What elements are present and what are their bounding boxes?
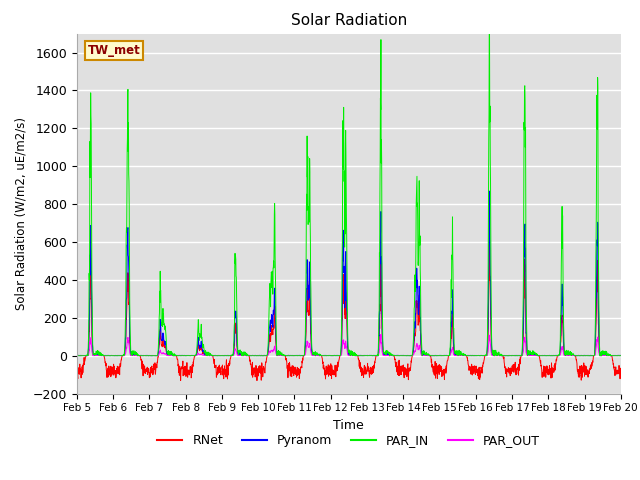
Line: PAR_IN: PAR_IN xyxy=(77,21,621,356)
Pyranom xyxy=(73,353,81,359)
Pyranom xyxy=(376,234,384,240)
X-axis label: Time: Time xyxy=(333,419,364,432)
Legend: RNet, Pyranom, PAR_IN, PAR_OUT: RNet, Pyranom, PAR_IN, PAR_OUT xyxy=(152,429,545,452)
PAR_IN xyxy=(507,353,515,359)
Pyranom xyxy=(570,352,577,358)
PAR_OUT xyxy=(608,353,616,359)
PAR_IN xyxy=(584,353,592,359)
Y-axis label: Solar Radiation (W/m2, uE/m2/s): Solar Radiation (W/m2, uE/m2/s) xyxy=(14,117,27,310)
PAR_OUT xyxy=(225,353,232,359)
PAR_OUT xyxy=(584,353,592,359)
PAR_IN xyxy=(485,18,493,24)
Text: TW_met: TW_met xyxy=(88,44,140,58)
PAR_OUT xyxy=(507,353,515,359)
RNet xyxy=(570,352,577,358)
PAR_OUT xyxy=(376,341,384,347)
PAR_IN xyxy=(365,353,372,359)
Line: RNet: RNet xyxy=(77,244,621,381)
Pyranom xyxy=(584,353,592,359)
Pyranom xyxy=(508,353,515,359)
Pyranom xyxy=(225,353,232,359)
PAR_OUT xyxy=(73,353,81,359)
RNet xyxy=(508,368,515,374)
Pyranom xyxy=(364,353,371,359)
Pyranom xyxy=(617,353,625,359)
RNet xyxy=(73,369,81,374)
PAR_OUT xyxy=(365,353,372,359)
RNet xyxy=(225,362,232,368)
RNet xyxy=(584,369,592,374)
PAR_IN xyxy=(225,353,232,359)
PAR_OUT xyxy=(569,353,577,359)
Pyranom xyxy=(485,188,493,194)
RNet xyxy=(617,367,625,372)
RNet xyxy=(376,264,384,270)
PAR_OUT xyxy=(617,353,625,359)
RNet xyxy=(365,368,372,374)
RNet xyxy=(253,378,260,384)
RNet xyxy=(485,241,493,247)
Line: Pyranom: Pyranom xyxy=(77,191,621,356)
PAR_IN xyxy=(569,352,577,358)
PAR_IN xyxy=(73,353,81,359)
PAR_OUT xyxy=(377,332,385,337)
Line: PAR_OUT: PAR_OUT xyxy=(77,335,621,356)
Title: Solar Radiation: Solar Radiation xyxy=(291,13,407,28)
Pyranom xyxy=(365,353,372,359)
PAR_IN xyxy=(617,353,625,359)
PAR_IN xyxy=(376,156,384,162)
